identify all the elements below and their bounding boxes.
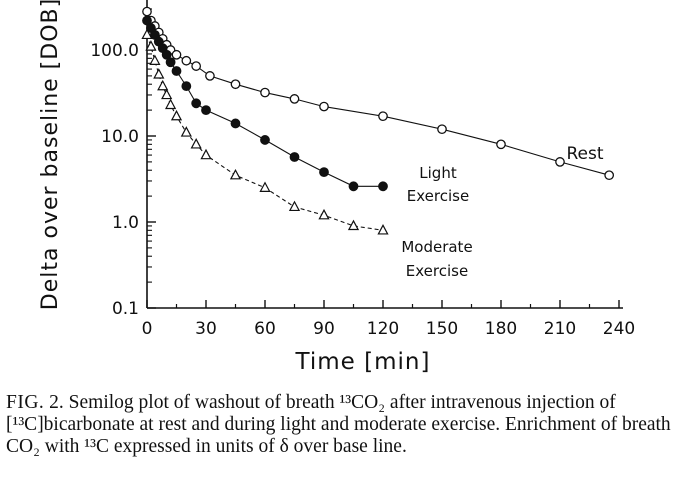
data-point bbox=[378, 181, 388, 192]
data-point bbox=[377, 224, 389, 235]
chart-labels: Rest Light Exercise Moderate Exercise bbox=[401, 144, 604, 280]
data-point bbox=[181, 81, 192, 92]
y-tick-label: 0.1 bbox=[112, 299, 139, 319]
chart-marks bbox=[141, 6, 615, 235]
data-point bbox=[191, 61, 202, 71]
x-axis-label: Time [min] bbox=[295, 349, 431, 375]
data-point bbox=[230, 118, 241, 129]
data-point bbox=[161, 88, 173, 100]
data-point bbox=[288, 200, 301, 212]
data-point bbox=[191, 98, 202, 109]
y-tick-label: 100.0 bbox=[90, 41, 139, 61]
data-point bbox=[319, 101, 329, 112]
chart-axes: 0 30 60 90 120 150 180 210 240 0.1 1.0 10.0 100.0 Tim… bbox=[38, 0, 635, 375]
data-point bbox=[190, 138, 202, 149]
data-point bbox=[348, 181, 359, 192]
data-point bbox=[180, 126, 192, 137]
data-point bbox=[260, 135, 270, 145]
data-point bbox=[437, 124, 447, 135]
x-tick-label: 90 bbox=[313, 319, 335, 339]
x-tick-label: 120 bbox=[367, 319, 399, 339]
series-line bbox=[146, 11, 610, 176]
series-label: Exercise bbox=[406, 262, 468, 280]
series-line bbox=[146, 34, 384, 231]
data-point bbox=[157, 79, 169, 91]
data-point bbox=[165, 57, 176, 68]
y-tick-label: 10.0 bbox=[101, 127, 139, 147]
x-tick-label: 210 bbox=[544, 319, 576, 339]
data-point bbox=[289, 94, 300, 104]
data-point bbox=[318, 208, 330, 220]
data-point bbox=[170, 109, 183, 121]
series-light-exercise bbox=[142, 15, 388, 192]
data-point bbox=[260, 87, 270, 98]
x-tick-label: 180 bbox=[485, 319, 517, 339]
series-label: Exercise bbox=[407, 187, 469, 205]
data-point bbox=[200, 148, 212, 160]
data-point bbox=[378, 111, 388, 122]
data-point bbox=[230, 79, 241, 90]
x-tick-label: 240 bbox=[603, 319, 635, 339]
washout-chart: 0 30 60 90 120 150 180 210 240 0.1 1.0 10.0 100.0 Tim… bbox=[38, 0, 635, 375]
data-point bbox=[259, 181, 271, 192]
data-point bbox=[496, 139, 506, 150]
data-point bbox=[347, 219, 360, 231]
x-tick-label: 60 bbox=[254, 319, 276, 339]
y-axis-label: Delta over baseline [DOB] bbox=[38, 0, 63, 310]
figure-caption: FIG. 2. Semilog plot of washout of breat… bbox=[6, 392, 694, 458]
caption-text: 2. Semilog plot of washout of breath ¹³C… bbox=[6, 392, 671, 457]
data-point bbox=[205, 71, 215, 81]
data-point bbox=[289, 152, 300, 162]
data-point bbox=[149, 54, 161, 65]
data-point bbox=[161, 49, 172, 60]
x-tick-label: 30 bbox=[195, 319, 217, 339]
data-point bbox=[153, 68, 165, 79]
series-moderate-exercise bbox=[141, 28, 389, 235]
data-point bbox=[141, 28, 153, 40]
series-label: Rest bbox=[566, 144, 603, 164]
y-tick-label: 1.0 bbox=[112, 213, 139, 233]
data-point bbox=[142, 6, 152, 17]
x-tick-label: 150 bbox=[426, 319, 458, 339]
data-point bbox=[555, 157, 565, 167]
data-point bbox=[229, 168, 242, 180]
data-point bbox=[164, 98, 177, 110]
series-label: Moderate bbox=[401, 238, 472, 256]
data-point bbox=[201, 105, 211, 116]
data-point bbox=[319, 167, 329, 178]
series-rest bbox=[142, 6, 615, 181]
data-point bbox=[145, 40, 157, 51]
x-tick-label: 0 bbox=[142, 319, 153, 339]
data-point bbox=[171, 49, 182, 60]
data-point bbox=[181, 55, 192, 66]
series-label: Light bbox=[419, 164, 457, 182]
data-point bbox=[604, 170, 615, 181]
data-point bbox=[171, 66, 182, 76]
series-line bbox=[146, 20, 383, 187]
data-point bbox=[142, 15, 152, 26]
caption-fig-label: FIG. bbox=[6, 392, 45, 413]
